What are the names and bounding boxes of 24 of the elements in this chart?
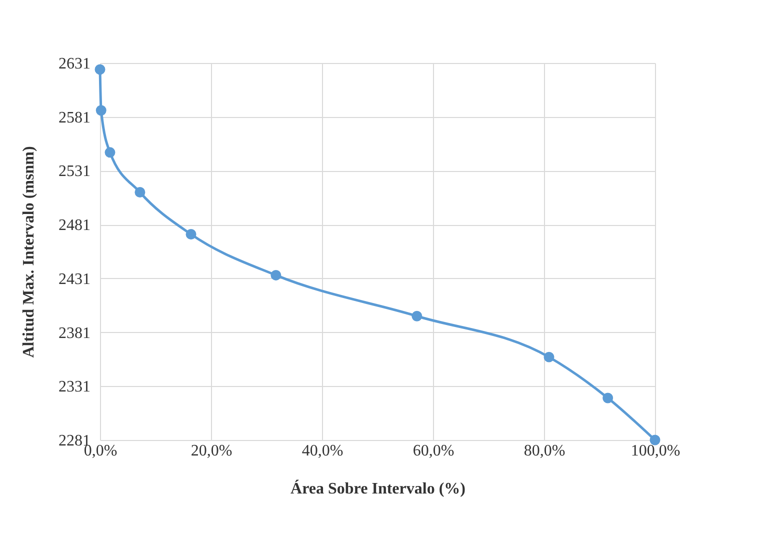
point — [96, 105, 106, 116]
y-tick-label: 2381 — [58, 324, 90, 342]
y-axis-title: Altitud Max. Intervalo (msnm) — [20, 146, 38, 358]
x-axis-title: Área Sobre Intervalo (%) — [290, 480, 466, 498]
point — [94, 64, 106, 75]
y-tick-label: 2581 — [58, 109, 90, 126]
point — [412, 310, 422, 322]
x-tick-label: 20,0% — [190, 442, 232, 460]
point — [104, 147, 116, 158]
point — [270, 270, 282, 280]
point — [544, 352, 554, 362]
x-tick-label: 100,0% — [630, 442, 680, 460]
x-tick-label: 60,0% — [412, 442, 454, 460]
x-tick-label: 80,0% — [524, 442, 566, 460]
y-tick-label: 2331 — [58, 378, 90, 396]
y-tick-label: 2481 — [58, 217, 90, 234]
x-tick-label: 40,0% — [302, 442, 344, 460]
point — [650, 434, 660, 446]
y-tick-label: 2431 — [58, 270, 90, 288]
y-tick-label: 2631 — [58, 56, 90, 72]
point — [186, 229, 196, 240]
point — [602, 392, 614, 404]
y-tick-label: 2531 — [58, 163, 90, 180]
point — [134, 187, 146, 198]
